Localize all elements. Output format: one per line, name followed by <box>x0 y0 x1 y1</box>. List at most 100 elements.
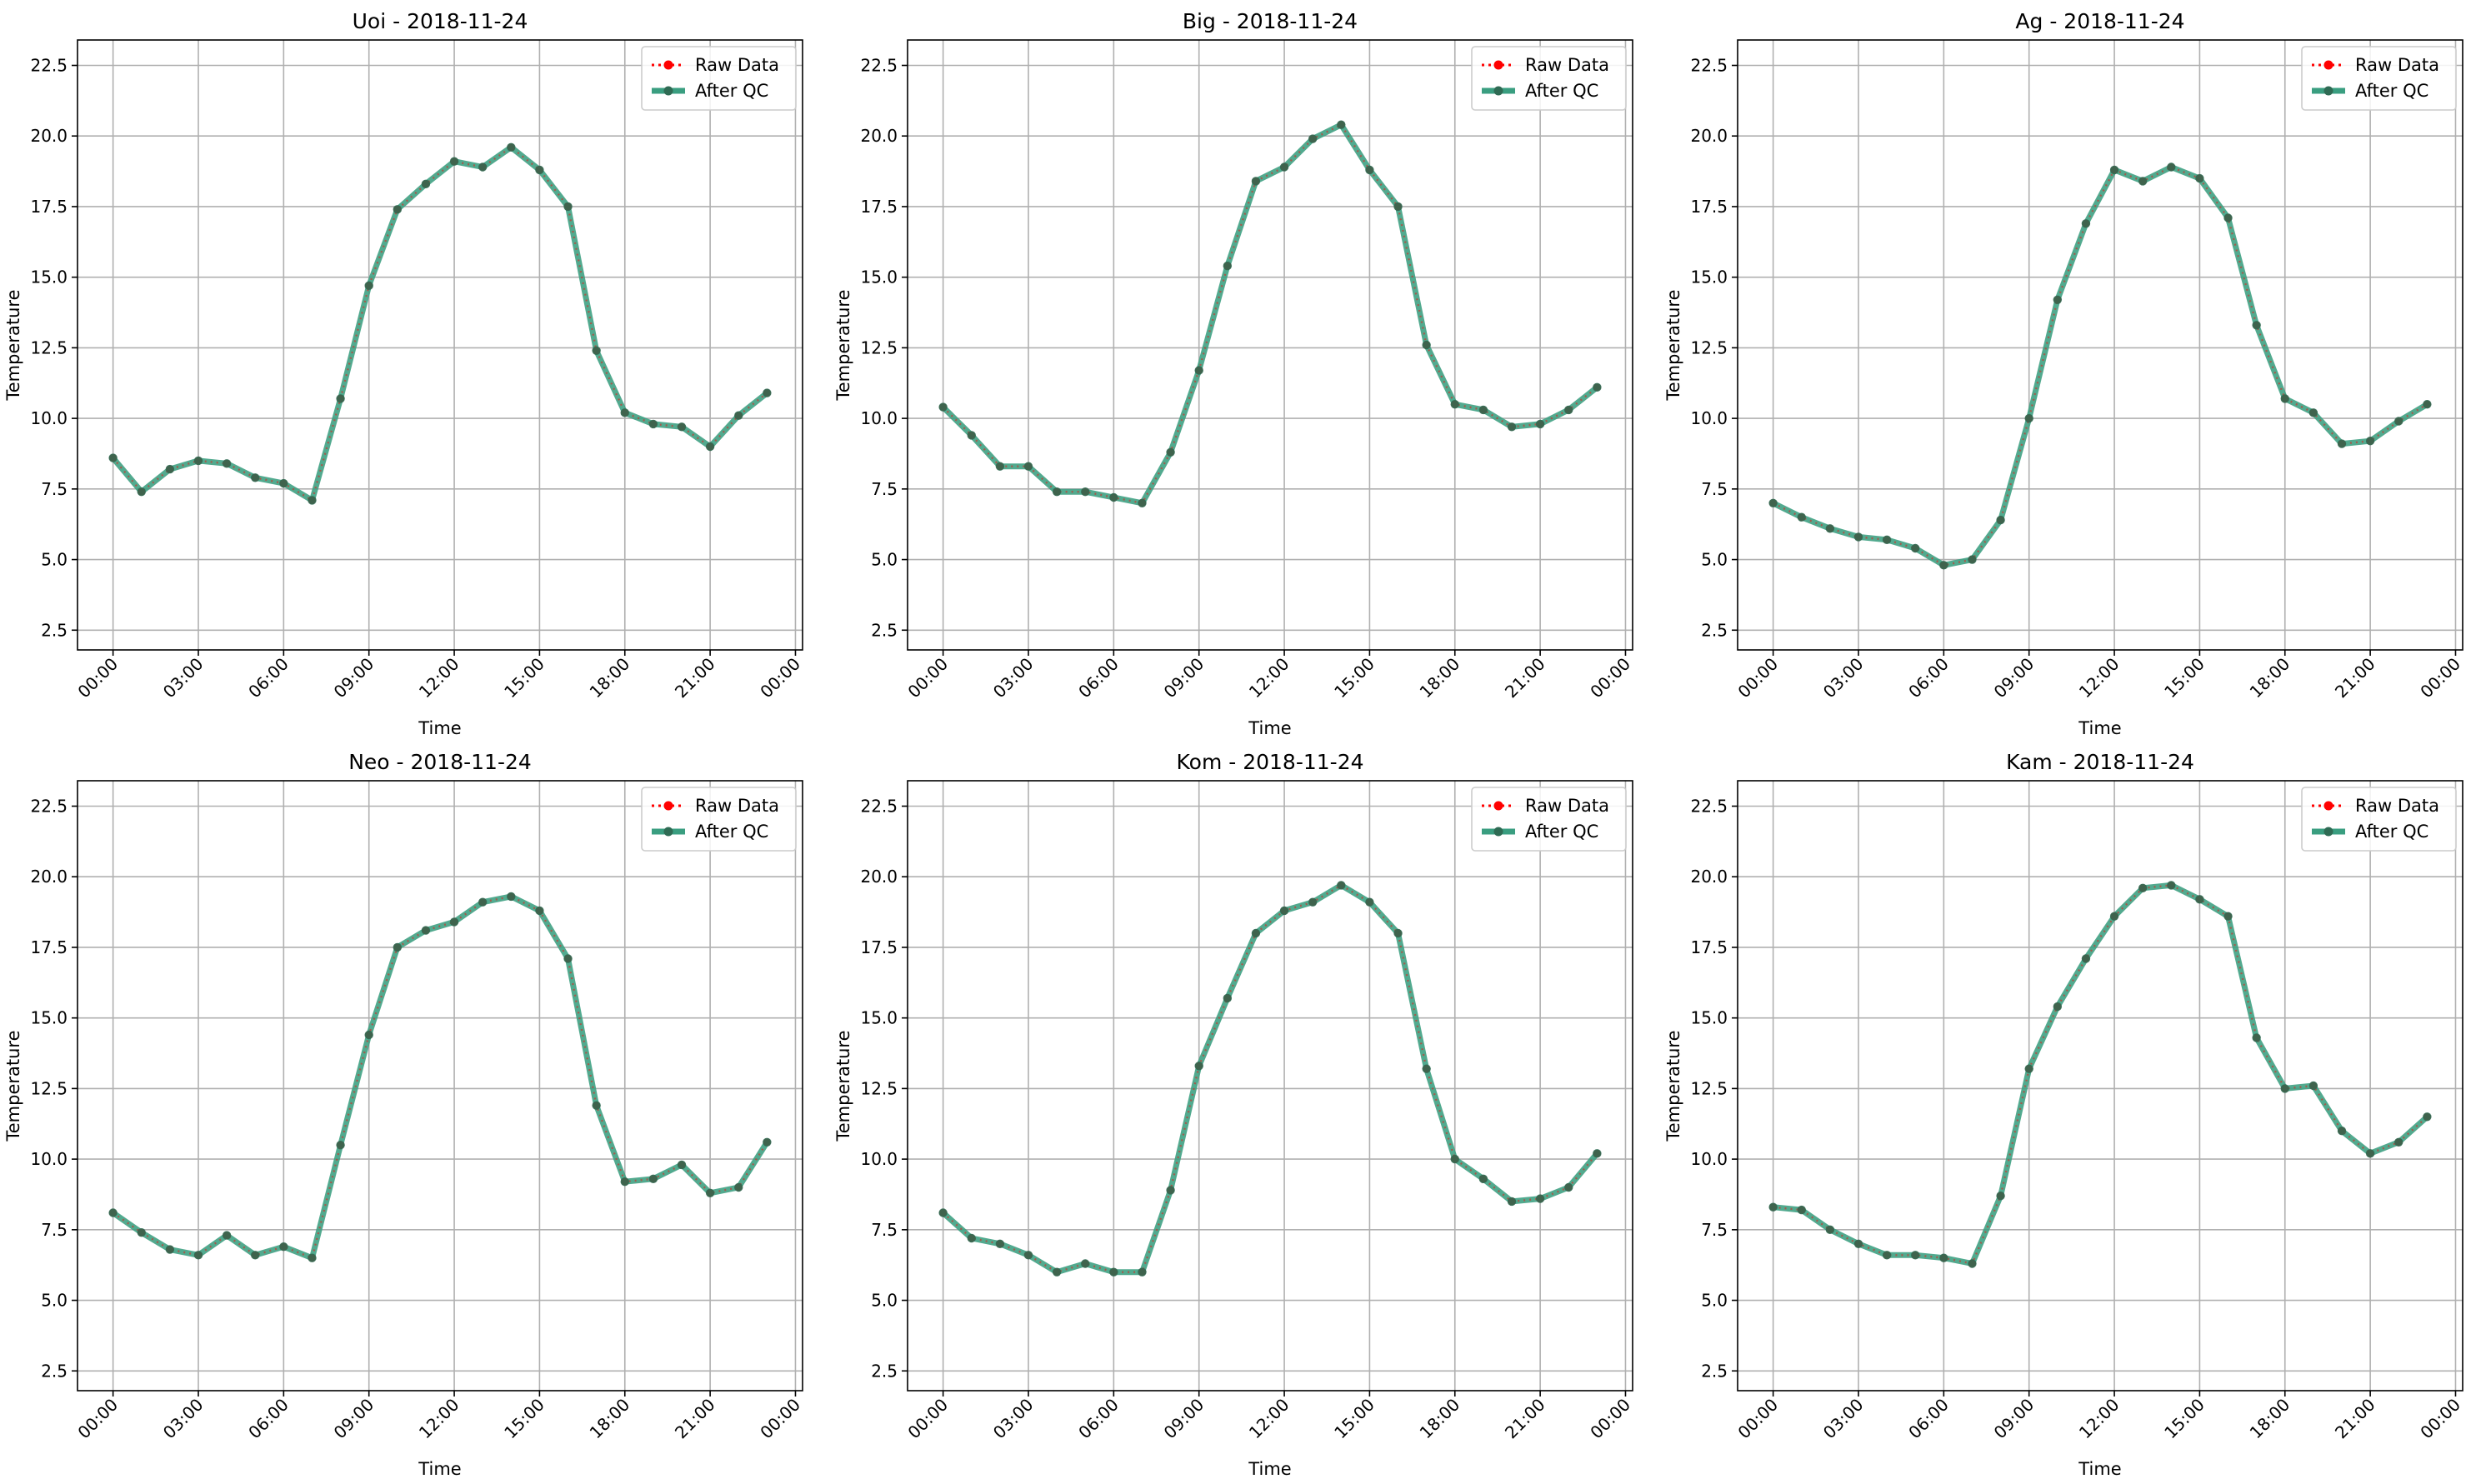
x-axis-label: Time <box>1248 1459 1291 1479</box>
y-tick-label: 12.5 <box>860 337 898 357</box>
after-qc-point <box>1768 498 1778 507</box>
after-qc-point <box>2280 1084 2289 1093</box>
legend-marker-after-qc <box>1493 827 1503 837</box>
after-qc-point <box>1166 447 1175 457</box>
y-tick-label: 5.0 <box>871 550 898 570</box>
after-qc-point <box>2024 413 2033 423</box>
series-line-after-qc <box>110 144 770 503</box>
x-tick-label: 15:00 <box>1330 1395 1378 1443</box>
after-qc-point <box>1279 906 1289 916</box>
x-tick-label: 06:00 <box>1904 1395 1953 1443</box>
after-qc-point <box>507 892 516 902</box>
after-qc-point <box>734 1182 743 1192</box>
x-tick-label: 09:00 <box>1160 1395 1208 1443</box>
legend-box <box>1471 787 1627 852</box>
after-qc-point <box>1564 1182 1573 1192</box>
series-line-raw-data <box>942 123 1598 505</box>
after-qc-point <box>421 926 431 935</box>
subplot-5: 2.5 5.0 7.5 10.0 12.5 15.0 17.5 20.0 22.5 00:00 03… <box>1663 750 2464 1479</box>
legend-label-raw-data: Raw Data <box>1525 55 1609 75</box>
legend: Raw Data After QC <box>2301 46 2457 111</box>
y-tick-label: 7.5 <box>1701 1220 1728 1240</box>
after-qc-point <box>193 456 203 466</box>
after-qc-point <box>251 473 260 482</box>
x-tick-label: 03:00 <box>159 654 208 702</box>
legend-marker-raw-data <box>2323 801 2333 811</box>
after-qc-point <box>2394 417 2403 426</box>
y-tick-label: 2.5 <box>1701 1361 1728 1381</box>
x-tick-label: 18:00 <box>586 654 634 702</box>
y-tick-label: 22.5 <box>860 797 898 817</box>
after-qc-point <box>1337 120 1346 129</box>
legend-marker-raw-data <box>663 60 673 70</box>
axes-frame <box>907 780 1633 1392</box>
y-tick-label: 22.5 <box>1690 797 1728 817</box>
after-qc-point <box>1422 340 1431 350</box>
chart-title: Uoi - 2018-11-24 <box>353 9 528 33</box>
after-qc-point <box>2195 173 2204 183</box>
x-tick-label: 00:00 <box>73 1395 122 1443</box>
legend-label-after-qc: After QC <box>2355 822 2428 842</box>
after-qc-point <box>507 142 516 152</box>
y-tick-label: 7.5 <box>1701 479 1728 499</box>
x-tick-label: 12:00 <box>415 1395 463 1443</box>
y-tick-label: 10.0 <box>860 408 898 428</box>
after-qc-point <box>279 1242 288 1252</box>
after-qc-point <box>2138 177 2148 186</box>
y-tick-label: 2.5 <box>871 1361 898 1381</box>
after-qc-point <box>1853 1239 1863 1248</box>
after-qc-point <box>2053 1002 2063 1012</box>
after-qc-point <box>705 1188 715 1197</box>
x-tick-label: 03:00 <box>1819 1395 1868 1443</box>
x-tick-label: 00:00 <box>756 1395 804 1443</box>
y-tick-label: 22.5 <box>860 56 898 76</box>
y-tick-label: 2.5 <box>41 1361 68 1381</box>
x-tick-label: 12:00 <box>2075 654 2123 702</box>
legend-marker-raw-data <box>1493 60 1503 70</box>
legend: Raw Data After QC <box>641 46 797 111</box>
x-tick-label: 21:00 <box>2331 1395 2379 1443</box>
x-tick-label: 18:00 <box>2246 654 2294 702</box>
after-qc-point <box>1825 1225 1835 1235</box>
after-qc-point <box>251 1251 260 1260</box>
after-qc-point <box>535 906 544 916</box>
subplot-1: 2.5 5.0 7.5 10.0 12.5 15.0 17.5 20.0 22.5 00:00 03… <box>833 9 1634 738</box>
x-tick-label: 00:00 <box>1733 654 1782 702</box>
y-tick-label: 20.0 <box>860 126 898 146</box>
after-qc-point <box>1996 1191 2005 1201</box>
after-qc-point <box>763 388 772 397</box>
legend-marker-after-qc <box>663 86 673 96</box>
subplot-2: 2.5 5.0 7.5 10.0 12.5 15.0 17.5 20.0 22.5 00:00 03… <box>1663 9 2464 738</box>
legend-box <box>2301 46 2457 111</box>
after-qc-point <box>2081 219 2091 228</box>
after-qc-point <box>1450 1154 1459 1164</box>
after-qc-point <box>1138 1267 1147 1277</box>
after-qc-point <box>108 453 118 462</box>
after-qc-point <box>2109 912 2119 921</box>
after-qc-point <box>1882 1251 1892 1260</box>
y-tick-label: 20.0 <box>30 867 68 887</box>
y-tick-label: 10.0 <box>30 408 68 428</box>
axes-frame <box>77 39 803 651</box>
x-tick-label: 21:00 <box>2331 654 2379 702</box>
after-qc-point <box>535 165 544 175</box>
x-tick-label: 09:00 <box>330 1395 378 1443</box>
after-qc-point <box>1251 177 1261 186</box>
x-tick-label: 12:00 <box>415 654 463 702</box>
after-qc-point <box>1023 1251 1033 1260</box>
after-qc-point <box>1853 532 1863 542</box>
y-tick-label: 7.5 <box>41 1220 68 1240</box>
x-tick-label: 15:00 <box>2160 1395 2208 1443</box>
after-qc-point <box>2308 1081 2318 1091</box>
after-qc-point <box>734 411 743 420</box>
legend-label-raw-data: Raw Data <box>2355 796 2439 816</box>
x-tick-label: 09:00 <box>1990 654 2038 702</box>
after-qc-point <box>279 478 288 488</box>
y-tick-label: 17.5 <box>30 197 68 217</box>
after-qc-point <box>308 1253 317 1262</box>
y-axis-label: Temperature <box>833 1030 853 1142</box>
x-tick-label: 03:00 <box>989 654 1038 702</box>
x-tick-label: 00:00 <box>1586 1395 1634 1443</box>
legend-marker-raw-data <box>1493 801 1503 811</box>
legend-marker-after-qc <box>1493 86 1503 96</box>
